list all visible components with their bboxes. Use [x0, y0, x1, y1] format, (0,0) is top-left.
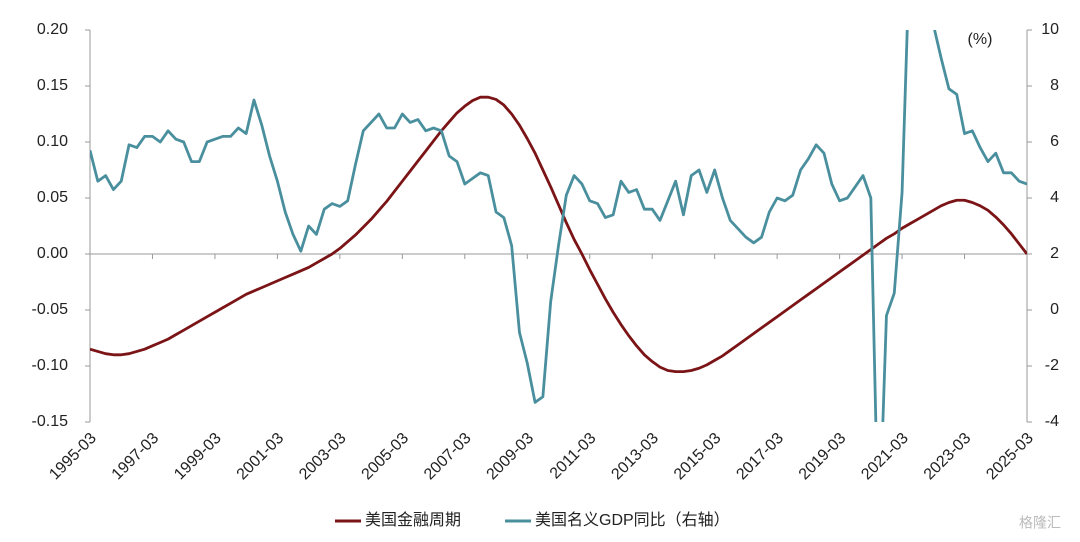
x-tick-label: 2021-03	[858, 430, 912, 484]
plot-area	[90, 30, 1027, 422]
y2-tick-label: 4	[1050, 189, 1059, 206]
x-tick-label: 2011-03	[547, 430, 600, 483]
legend-label: 美国金融周期	[365, 511, 461, 529]
y-tick-label: -0.15	[32, 413, 69, 430]
x-tick-label: 2007-03	[421, 430, 475, 484]
y2-tick-label: 10	[1041, 21, 1059, 38]
x-tick-label: 2015-03	[671, 430, 725, 484]
x-tick-label: 2001-03	[234, 430, 288, 484]
x-tick-label: 2005-03	[359, 430, 413, 484]
y2-axis-label: (%)	[968, 31, 993, 48]
legend-label: 美国名义GDP同比（右轴）	[535, 511, 730, 529]
x-tick-label: 2025-03	[983, 430, 1037, 484]
y2-tick-label: 0	[1050, 301, 1059, 318]
x-tick-label: 2019-03	[796, 430, 850, 484]
y2-tick-label: 8	[1050, 77, 1059, 94]
x-tick-label: 2023-03	[921, 430, 975, 484]
y2-tick-label: -2	[1045, 357, 1059, 374]
x-tick-label: 2013-03	[608, 430, 662, 484]
y-tick-label: 0.20	[37, 21, 68, 38]
x-tick-label: 2009-03	[484, 430, 538, 484]
x-tick-label: 1999-03	[171, 430, 225, 484]
y2-tick-label: 2	[1050, 245, 1059, 262]
watermark: 格隆汇	[1019, 515, 1061, 531]
y2-tick-label: -4	[1045, 413, 1059, 430]
y-tick-label: 0.05	[37, 189, 68, 206]
y2-tick-label: 6	[1050, 133, 1059, 150]
data-line	[90, 30, 1027, 422]
y-tick-label: 0.00	[37, 245, 68, 262]
y-tick-label: -0.10	[32, 357, 69, 374]
x-tick-label: 1997-03	[109, 430, 163, 484]
x-tick-label: 2017-03	[733, 430, 787, 484]
x-tick-label: 2003-03	[296, 430, 350, 484]
y-tick-label: -0.05	[32, 301, 69, 318]
x-tick-label: 1995-03	[46, 430, 100, 484]
y-tick-label: 0.10	[37, 133, 68, 150]
y-tick-label: 0.15	[37, 77, 68, 94]
